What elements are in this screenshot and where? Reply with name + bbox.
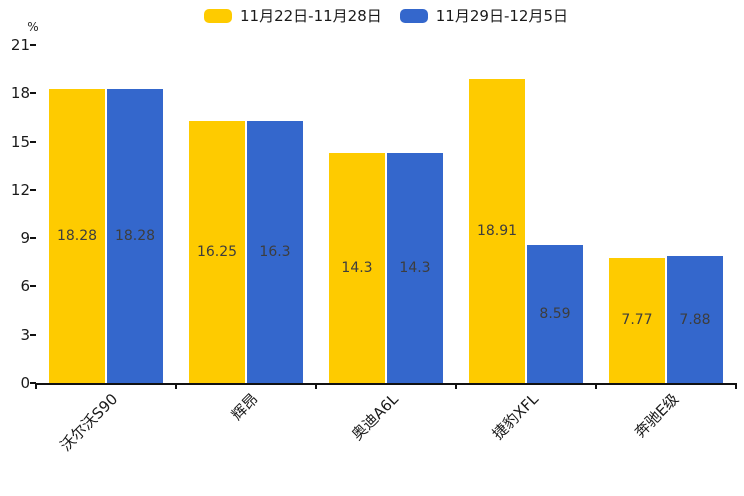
bar-blue-3: 14.3 <box>387 152 443 383</box>
bar-blue-1: 18.28 <box>107 88 163 383</box>
y-axis-tick <box>30 333 36 336</box>
legend-swatch-yellow <box>204 9 232 23</box>
bar-yellow-1: 18.28 <box>49 88 105 383</box>
x-axis-tick <box>175 383 177 389</box>
bar-value-label: 18.28 <box>56 227 98 244</box>
x-axis-category-label: 辉昂 <box>227 390 262 424</box>
y-axis-tick-label: 3 <box>20 325 30 344</box>
bar-blue-5: 7.88 <box>667 256 723 383</box>
y-axis-tick-label: 9 <box>20 229 30 248</box>
bar-value-label: 7.88 <box>679 311 711 328</box>
bar-value-label: 18.91 <box>476 222 518 239</box>
bar-blue-2: 16.3 <box>247 120 303 383</box>
chart-legend: 11月22日-11月28日 11月29日-12月5日 <box>36 5 736 27</box>
bar-value-label: 7.77 <box>621 312 653 329</box>
x-axis-category-label: 捷豹XFL <box>488 390 542 444</box>
y-axis-tick-label: 18 <box>10 84 30 103</box>
x-axis-tick <box>735 383 737 389</box>
y-axis-tick <box>30 382 36 384</box>
x-axis-tick <box>595 383 597 389</box>
y-axis-unit-label: % <box>27 20 39 34</box>
bar-value-label: 14.3 <box>341 259 373 276</box>
y-axis-tick <box>30 237 36 240</box>
bar-value-label: 18.28 <box>114 227 156 244</box>
x-axis-tick <box>315 383 317 389</box>
x-axis-tick <box>455 383 457 389</box>
bar-blue-4: 8.59 <box>527 244 583 383</box>
y-axis-tick-label: 0 <box>20 374 30 392</box>
legend-swatch-blue <box>399 9 428 23</box>
bar-yellow-3: 14.3 <box>329 152 385 383</box>
x-axis-category-label: 奥迪A6L <box>347 390 402 444</box>
legend-label-series-1: 11月22日-11月28日 <box>240 7 382 25</box>
bar-value-label: 14.3 <box>399 259 431 276</box>
y-axis-tick <box>30 140 36 143</box>
y-axis-tick <box>30 285 36 288</box>
y-axis-tick <box>30 92 36 95</box>
x-axis-line <box>36 383 736 385</box>
bar-value-label: 16.25 <box>196 244 238 261</box>
bar-yellow-2: 16.25 <box>189 121 245 383</box>
y-axis-tick-label: 12 <box>10 180 30 199</box>
y-axis-tick-label: 21 <box>10 36 30 54</box>
y-axis-tick <box>30 44 36 46</box>
bar-yellow-4: 18.91 <box>469 78 525 383</box>
legend-item-series-1: 11月22日-11月28日 <box>204 5 382 27</box>
y-axis-tick-label: 6 <box>20 277 30 296</box>
legend-item-series-2: 11月29日-12月5日 <box>399 5 568 27</box>
legend-label-series-2: 11月29日-12月5日 <box>435 7 568 25</box>
y-axis-tick-label: 15 <box>10 132 30 151</box>
x-axis-category-label: 奔驰E级 <box>630 390 682 442</box>
x-axis-tick <box>35 383 37 389</box>
bar-value-label: 8.59 <box>539 305 571 322</box>
y-axis-tick <box>30 188 36 191</box>
bar-value-label: 16.3 <box>259 243 291 260</box>
bar-yellow-5: 7.77 <box>609 257 665 383</box>
x-axis-category-label: 沃尔沃S90 <box>56 390 122 455</box>
